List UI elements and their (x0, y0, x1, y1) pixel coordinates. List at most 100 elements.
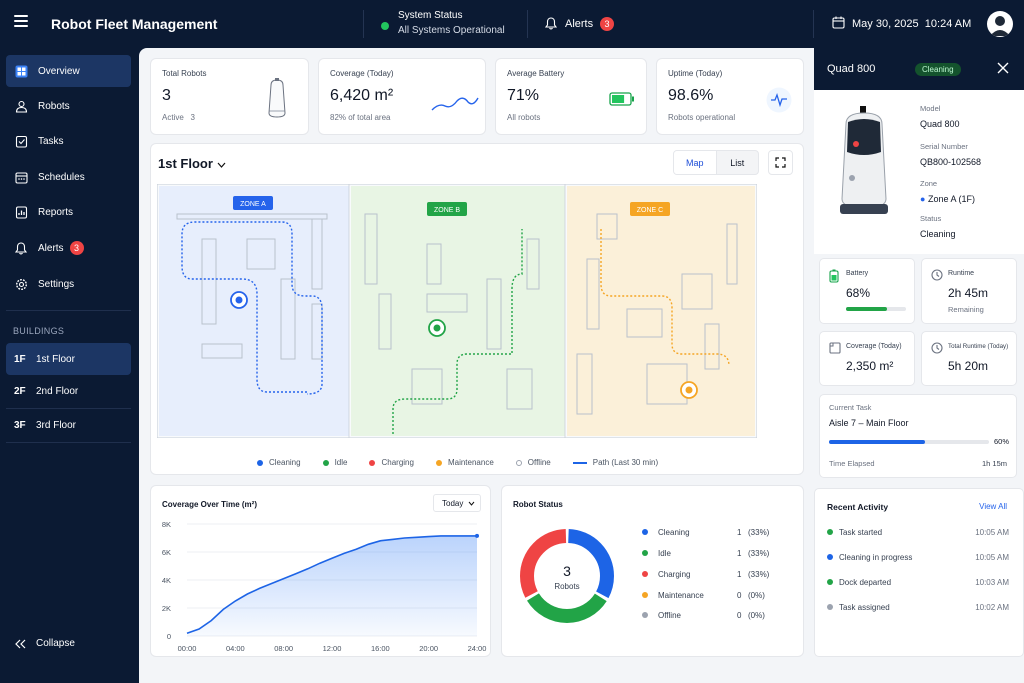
stat-card-total-robots: Total Robots 3 Active 3 (150, 58, 309, 135)
x-tick-label: 12:00 (323, 644, 342, 653)
coverage-chart-card: Coverage Over Time (m²) Today 0 2K 4K 6K 8K … (150, 485, 491, 657)
data-point (475, 533, 479, 538)
floor-code: 1F (14, 353, 26, 365)
robot-image (840, 106, 888, 214)
total-runtime-value: 5h 20m (948, 359, 989, 373)
status-dot (381, 22, 389, 30)
donut-segment-charging (520, 529, 614, 623)
robot-icon (14, 99, 28, 113)
floor-code: 3F (14, 419, 26, 431)
sidebar-item-settings[interactable]: Settings (6, 268, 131, 300)
donut-segment-cleaning (520, 529, 614, 623)
fullscreen-icon (775, 157, 786, 168)
robot-marker-cleaning[interactable] (230, 291, 248, 309)
legend-item: Path (Last 30 min) (572, 458, 658, 467)
status-label: Status (920, 214, 942, 223)
sidebar-item-robots[interactable]: Robots (6, 90, 131, 122)
elapsed-value: 1h 15m (981, 459, 1007, 468)
x-tick-label: 24:00 (468, 644, 487, 653)
sidebar-item-alerts[interactable]: Alerts 3 (6, 232, 131, 264)
total-runtime-title: Total Runtime (Today) (948, 343, 1009, 350)
donut-total-label: Robots (554, 582, 579, 591)
alerts-link[interactable]: Alerts (565, 18, 594, 30)
sidebar-item-overview[interactable]: Overview (6, 55, 131, 87)
stat-title: Average Battery (507, 69, 565, 78)
battery-value: 68% (846, 286, 871, 300)
stat-value: 6,420 m² (330, 87, 394, 104)
legend-item: Maintenance (435, 458, 494, 467)
recent-activity-card: Recent Activity View All Task started 10:… (814, 488, 1024, 657)
x-tick-label: 00:00 (178, 644, 197, 653)
zone-label: Zone (920, 179, 938, 188)
sidebar: Overview Robots Tasks Schedules Reports … (0, 48, 139, 683)
stat-sub: Active 3 (162, 113, 195, 122)
serial-value: QB800-102568 (920, 157, 982, 167)
robot-path-c (600, 229, 730, 367)
stat-sub: 82% of total area (330, 113, 391, 122)
zone-c-area (567, 186, 755, 436)
battery-icon (609, 92, 634, 106)
runtime-sub: Remaining (948, 305, 984, 314)
floor-selector[interactable]: 1st Floor (158, 156, 226, 171)
stat-card-coverage: Coverage (Today) 6,420 m² 82% of total a… (318, 58, 486, 135)
close-icon[interactable] (997, 62, 1009, 74)
y-tick-label: 0 (167, 632, 171, 641)
robot-marker-maintenance[interactable] (680, 381, 698, 399)
legend-item: Charging (369, 458, 414, 467)
system-status-value: All Systems Operational (398, 25, 505, 36)
fullscreen-button[interactable] (768, 150, 793, 175)
stat-title: Total Robots (162, 69, 207, 78)
sidebar-item-tasks[interactable]: Tasks (6, 125, 131, 157)
floor-item-2f[interactable]: 2F 2nd Floor (6, 375, 131, 407)
main-content: Total Robots 3 Active 3 Coverage (Today)… (139, 48, 814, 683)
app-title: Robot Fleet Management (51, 16, 218, 32)
floor-map[interactable]: ZONE A ZONE B ZONE C (157, 184, 757, 438)
robot-status-card: Robot Status 3 Robots Cleaning 1 (33%) Idl… (501, 485, 804, 657)
x-tick-label: 04:00 (226, 644, 245, 653)
alerts-badge: 3 (600, 17, 614, 31)
bell-icon[interactable] (545, 17, 557, 30)
panel-header: Quad 800 Cleaning (814, 48, 1024, 90)
stat-title: Uptime (Today) (668, 69, 723, 78)
legend-item: Offline (515, 458, 551, 467)
calendar-icon (832, 16, 845, 29)
avatar[interactable] (987, 11, 1013, 37)
divider (6, 408, 131, 409)
stat-sub: Robots operational (668, 113, 736, 122)
elapsed-label: Time Elapsed (829, 459, 875, 468)
overview-icon (14, 64, 28, 78)
tab-list[interactable]: List (730, 157, 745, 168)
donut-segment-idle (520, 529, 614, 623)
total-runtime-card: Total Runtime (Today) 5h 20m (921, 331, 1017, 386)
range-select[interactable]: Today (433, 494, 481, 512)
reports-icon (14, 205, 28, 219)
divider (6, 310, 131, 311)
y-tick-label: 6K (162, 548, 171, 557)
system-status-label: System Status (398, 10, 463, 21)
runtime-card: Runtime 2h 45m Remaining (921, 258, 1017, 324)
zone-b-area (351, 186, 565, 436)
x-tick-label: 16:00 (371, 644, 390, 653)
robot-marker-idle[interactable] (428, 319, 446, 337)
task-name: Aisle 7 – Main Floor (829, 418, 909, 428)
sidebar-item-reports[interactable]: Reports (6, 196, 131, 228)
view-toggle: Map List (673, 150, 759, 175)
floor-item-1f[interactable]: 1F 1st Floor (6, 343, 131, 375)
floor-item-3f[interactable]: 3F 3rd Floor (6, 409, 131, 441)
model-label: Model (920, 104, 941, 113)
stat-title: Coverage (Today) (330, 69, 394, 78)
tab-map[interactable]: Map (674, 151, 717, 174)
coverage-card: Coverage (Today) 2,350 m² (819, 331, 915, 386)
view-all-link[interactable]: View All (979, 502, 1007, 511)
task-progress-text: 60% (994, 437, 1010, 446)
collapse-button[interactable]: Collapse (14, 638, 75, 649)
zone-label-b: ZONE B (434, 207, 460, 214)
runtime-title: Runtime (948, 270, 975, 277)
menu-icon[interactable] (14, 15, 28, 27)
sidebar-item-schedules[interactable]: Schedules (6, 161, 131, 193)
current-datetime: May 30, 2025 10:24 AM (852, 18, 972, 30)
coverage-line (186, 535, 477, 634)
alerts-badge: 3 (69, 241, 84, 255)
legend-item: Cleaning (257, 458, 301, 467)
stat-card-battery: Average Battery 71% All robots (495, 58, 647, 135)
